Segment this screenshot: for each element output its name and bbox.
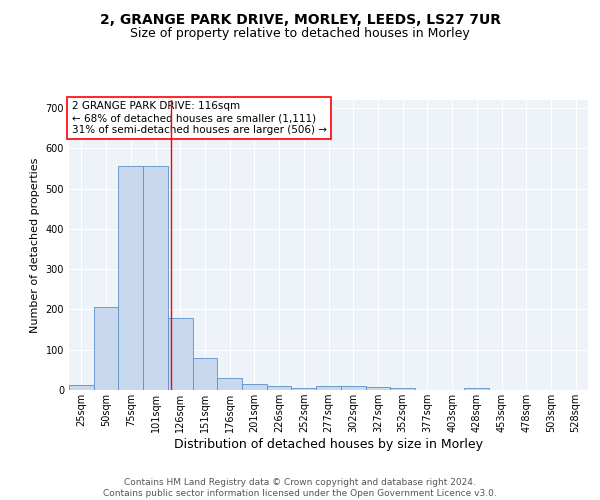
Bar <box>341 386 365 390</box>
Bar <box>168 318 193 390</box>
Bar <box>193 358 217 390</box>
Y-axis label: Number of detached properties: Number of detached properties <box>30 158 40 332</box>
Text: 2 GRANGE PARK DRIVE: 116sqm
← 68% of detached houses are smaller (1,111)
31% of : 2 GRANGE PARK DRIVE: 116sqm ← 68% of det… <box>71 102 326 134</box>
Bar <box>242 384 267 390</box>
Bar <box>464 388 489 390</box>
Bar <box>69 385 94 390</box>
Bar <box>118 166 143 390</box>
Bar <box>217 378 242 390</box>
Bar <box>267 386 292 390</box>
Bar <box>365 387 390 390</box>
Text: Contains HM Land Registry data © Crown copyright and database right 2024.
Contai: Contains HM Land Registry data © Crown c… <box>103 478 497 498</box>
Text: 2, GRANGE PARK DRIVE, MORLEY, LEEDS, LS27 7UR: 2, GRANGE PARK DRIVE, MORLEY, LEEDS, LS2… <box>100 12 500 26</box>
Text: Size of property relative to detached houses in Morley: Size of property relative to detached ho… <box>130 28 470 40</box>
Bar <box>390 388 415 390</box>
Bar <box>94 306 118 390</box>
X-axis label: Distribution of detached houses by size in Morley: Distribution of detached houses by size … <box>174 438 483 451</box>
Bar <box>316 386 341 390</box>
Bar <box>292 388 316 390</box>
Bar <box>143 166 168 390</box>
